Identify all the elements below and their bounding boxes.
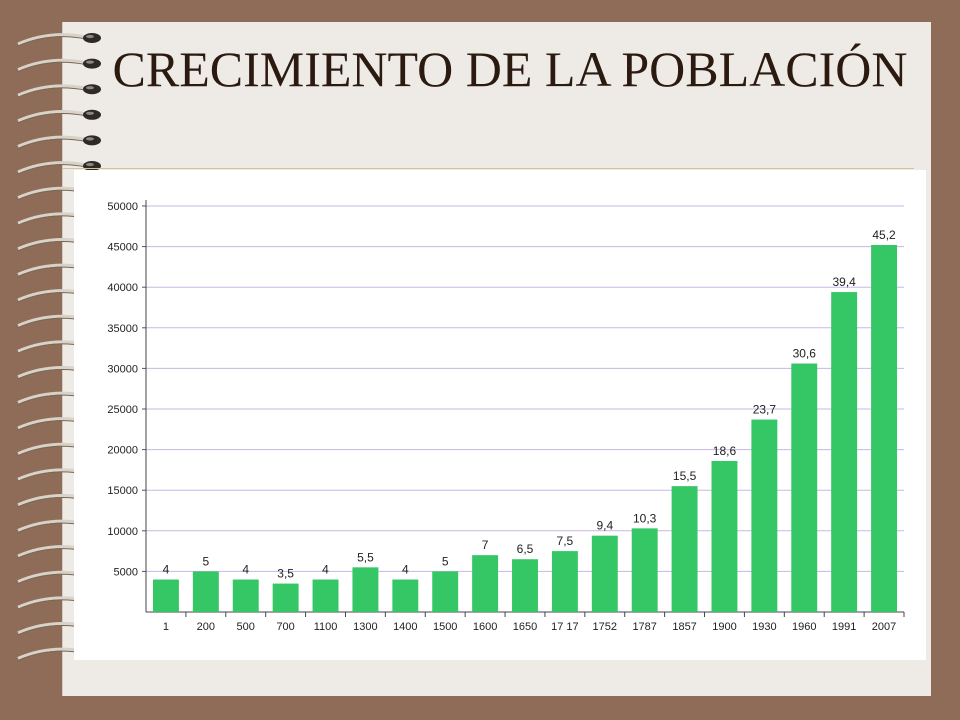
bar <box>631 528 658 612</box>
bar <box>432 571 459 612</box>
bar <box>472 555 499 612</box>
bar <box>392 579 419 612</box>
bar <box>671 486 698 612</box>
bar <box>512 559 538 612</box>
x-tick-label: 1500 <box>433 621 457 633</box>
y-tick-label: 35000 <box>107 323 138 335</box>
data-label: 5 <box>202 554 209 568</box>
bar <box>711 460 738 612</box>
x-tick-label: 1930 <box>752 621 776 633</box>
chart-area: 5000 10000 15000 20000 25000 30000 35000 40000 4… <box>74 170 926 660</box>
x-tick-label: 1900 <box>712 621 736 633</box>
data-label: 7,5 <box>557 534 574 548</box>
bar <box>272 583 299 612</box>
bar <box>751 419 778 612</box>
slide-title: CRECIMIENTO DE LA POBLACIÓN <box>112 41 908 97</box>
x-tick-label: 1300 <box>353 621 377 633</box>
y-tick-label: 30000 <box>107 363 138 375</box>
data-label: 39,4 <box>832 275 856 289</box>
data-label: 18,6 <box>713 444 737 458</box>
data-label: 23,7 <box>753 403 777 417</box>
bar <box>591 535 618 612</box>
spiral-ring <box>17 58 101 73</box>
x-tick-label: 700 <box>276 621 294 633</box>
y-tick-label: 20000 <box>107 445 138 457</box>
data-label: 10,3 <box>633 511 657 525</box>
bar <box>352 567 379 612</box>
data-label: 3,5 <box>277 567 294 581</box>
x-tick-label: 1857 <box>672 621 696 633</box>
spiral-ring <box>17 135 101 149</box>
x-tick-label: 1400 <box>393 621 417 633</box>
bar <box>791 363 818 612</box>
bar <box>551 551 578 612</box>
data-label: 5 <box>442 554 449 568</box>
y-tick-label: 15000 <box>107 485 138 497</box>
bar <box>831 292 858 612</box>
data-label: 30,6 <box>793 347 817 361</box>
x-tick-label: 1991 <box>832 621 856 633</box>
bar <box>152 579 179 612</box>
y-tick-label: 10000 <box>107 526 138 538</box>
data-label: 4 <box>322 563 329 577</box>
data-label: 7 <box>482 538 489 552</box>
title-divider <box>62 168 914 169</box>
spiral-ring <box>17 84 101 98</box>
data-label: 4 <box>402 563 409 577</box>
x-tick-label: 1 <box>163 621 169 633</box>
bar <box>192 571 219 612</box>
data-label: 45,2 <box>872 228 896 242</box>
y-tick-label: 45000 <box>107 242 138 254</box>
data-label: 15,5 <box>673 469 697 483</box>
population-bar-chart: 5000 10000 15000 20000 25000 30000 35000 40000 4… <box>107 200 905 633</box>
x-tick-label: 1752 <box>593 621 617 633</box>
spiral-ring <box>17 33 101 47</box>
x-tick-label: 1100 <box>314 621 338 633</box>
x-tick-label: 200 <box>197 621 215 633</box>
x-tick-label: 500 <box>237 621 255 633</box>
bar <box>312 579 339 612</box>
spiral-ring <box>17 109 101 124</box>
data-label: 5,5 <box>357 550 374 564</box>
bar <box>871 244 898 612</box>
x-tick-label: 1787 <box>632 621 656 633</box>
y-tick-label: 50000 <box>107 201 138 213</box>
x-tick-label: 1650 <box>513 621 537 633</box>
data-label: 4 <box>242 563 249 577</box>
data-label: 9,4 <box>596 519 613 533</box>
x-tick-label: 1600 <box>473 621 497 633</box>
y-tick-label: 5000 <box>114 566 138 578</box>
x-tick-label: 17 17 <box>551 621 579 633</box>
data-label: 4 <box>163 563 170 577</box>
x-tick-label: 1960 <box>792 621 816 633</box>
bar <box>232 579 259 612</box>
y-tick-label: 25000 <box>107 404 138 416</box>
data-label: 6,5 <box>517 542 534 556</box>
y-tick-label: 40000 <box>107 282 138 294</box>
x-tick-label: 2007 <box>872 621 896 633</box>
